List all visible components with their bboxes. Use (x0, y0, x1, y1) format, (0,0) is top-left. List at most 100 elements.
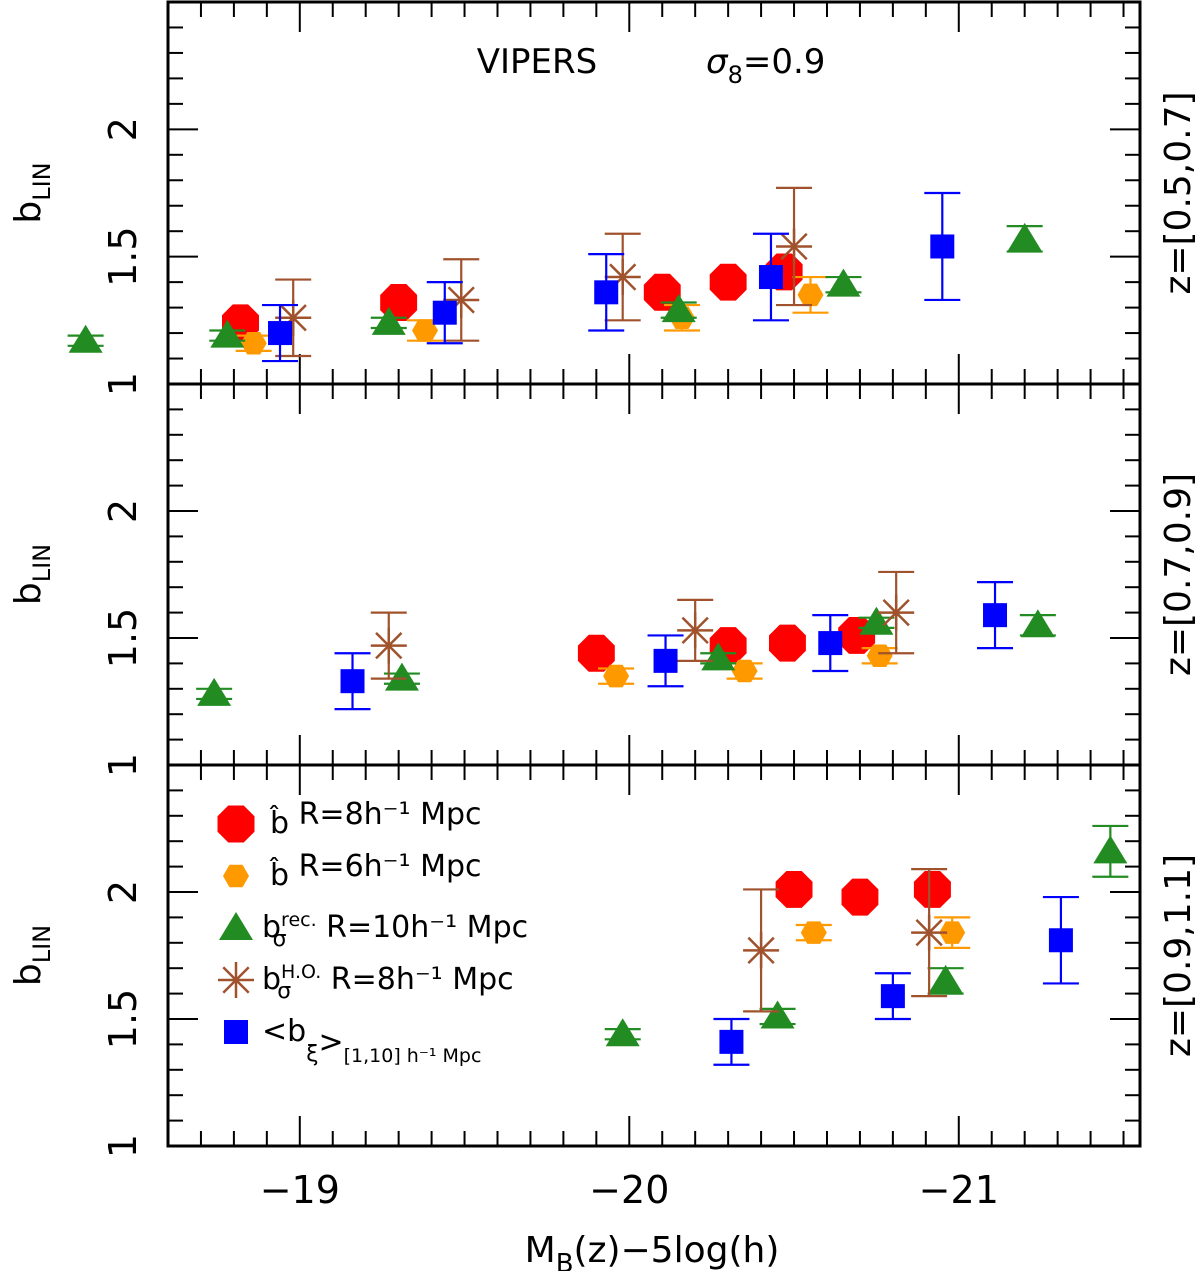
data-point (1006, 222, 1043, 253)
data-point (759, 1000, 796, 1029)
data-point (709, 263, 747, 301)
marker-square (758, 265, 783, 290)
y-tick-label: 1 (101, 753, 145, 777)
legend-rest: R=10h⁻¹ Mpc (317, 910, 529, 945)
marker-octagon (913, 871, 951, 908)
marker-asterisk-arm (681, 616, 709, 644)
marker-square (653, 648, 678, 673)
data-point (426, 281, 463, 345)
marker-triangle (1020, 609, 1055, 638)
marker-asterisk-arm (882, 598, 910, 627)
data-point (604, 232, 641, 322)
x-tick-label: −21 (919, 1168, 999, 1212)
marker-hexagon (866, 644, 893, 667)
x-axis-title: MB(z)−5log(h) (525, 1230, 780, 1271)
marker-square (983, 603, 1008, 628)
series-bhat8 (222, 253, 803, 342)
data-point (752, 232, 789, 322)
legend-sup: rec. (281, 909, 317, 931)
marker-triangle (928, 964, 963, 993)
legend-marker (223, 864, 249, 888)
redshift-label: z=[0.7,0.9] (1158, 473, 1199, 676)
marker-square (340, 669, 365, 694)
legend-sub: σ (273, 927, 287, 952)
marker-hexagon (412, 319, 438, 342)
x-tick-label: −20 (589, 1168, 669, 1212)
panel-frame (166, 763, 1142, 1148)
y-title-main: b (8, 963, 49, 986)
marker-square (224, 1020, 248, 1044)
marker-triangle (219, 912, 253, 940)
data-point (812, 614, 849, 673)
data-point (874, 972, 911, 1021)
panel-frame (166, 382, 1142, 767)
marker-triangle (826, 268, 861, 297)
legend-label: brec. σ R=10h⁻¹ Mpc (262, 909, 528, 952)
y-tick-label: 2 (101, 499, 145, 523)
data-point (911, 868, 948, 998)
marker-triangle (661, 294, 696, 323)
legend-label: bH.O. σ R=8h⁻¹ Mpc (262, 961, 514, 1004)
data-point (677, 598, 714, 662)
legend-marker (219, 912, 253, 940)
data-point (196, 677, 233, 706)
data-point (700, 642, 737, 671)
marker-triangle (760, 1000, 795, 1029)
marker-triangle (605, 1018, 640, 1047)
series-bxi (713, 895, 1079, 1066)
legend-rest: > (318, 1025, 343, 1060)
data-point (1092, 824, 1129, 878)
marker-octagon (217, 805, 255, 843)
legend-label: <bξ>[1,10] h⁻¹ Mpc (262, 1014, 481, 1067)
data-point (795, 921, 832, 944)
marker-triangle (1007, 222, 1042, 251)
marker-triangle (384, 662, 419, 691)
y-tick-label: 2 (101, 880, 145, 904)
data-point (977, 581, 1014, 650)
marker-hexagon (240, 332, 267, 355)
x-title-main: M (525, 1230, 556, 1271)
legend: b̂ R=8h⁻¹ Mpc b̂ R=6h⁻¹ Mpc brec. σ R=10h… (217, 797, 528, 1067)
data-point (713, 1017, 750, 1066)
redshift-label: z=[0.5,0.7] (1158, 91, 1199, 294)
marker-square (880, 984, 905, 1009)
legend-rest: R=8h⁻¹ Mpc (289, 797, 481, 832)
legend-label: b̂ R=6h⁻¹ Mpc (270, 849, 482, 893)
marker-hexagon (939, 921, 966, 944)
y-tick-label: 1.5 (101, 608, 145, 668)
legend-sup: H.O. (281, 961, 321, 983)
marker-square (719, 1029, 744, 1054)
marker-triangle (371, 306, 406, 335)
marker-triangle (197, 677, 232, 706)
marker-octagon (577, 634, 615, 672)
data-point (334, 652, 371, 711)
marker-square (930, 234, 955, 259)
data-point (825, 268, 862, 297)
data-point (383, 662, 420, 691)
marker-square (594, 280, 619, 305)
marker-hexagon (603, 664, 630, 688)
marker-square (432, 300, 457, 325)
data-point (913, 871, 951, 908)
marker-square (818, 631, 843, 656)
series-bho (275, 186, 813, 358)
marker-triangle (68, 324, 103, 353)
legend-base: b (262, 962, 281, 997)
y-title-sub: LIN (28, 544, 56, 582)
x-title-rest: (z)−5log(h) (574, 1230, 780, 1271)
series-bhat8 (775, 871, 951, 916)
data-point (1019, 609, 1056, 638)
sigma-value: =0.9 (743, 42, 826, 82)
data-point (370, 306, 407, 335)
data-point (67, 324, 104, 353)
y-title-sub: LIN (28, 925, 56, 963)
legend-item-bho: bH.O. σ R=8h⁻¹ Mpc (218, 961, 514, 1004)
legend-base: b (262, 910, 281, 945)
marker-asterisk-arm (780, 232, 808, 261)
chart-title: VIPERS (477, 42, 597, 82)
data-point (927, 964, 964, 995)
y-axis-title: bLIN (8, 162, 56, 223)
panel-data-0 (67, 186, 1043, 363)
legend-item-bhat8: b̂ R=8h⁻¹ Mpc (217, 797, 481, 843)
